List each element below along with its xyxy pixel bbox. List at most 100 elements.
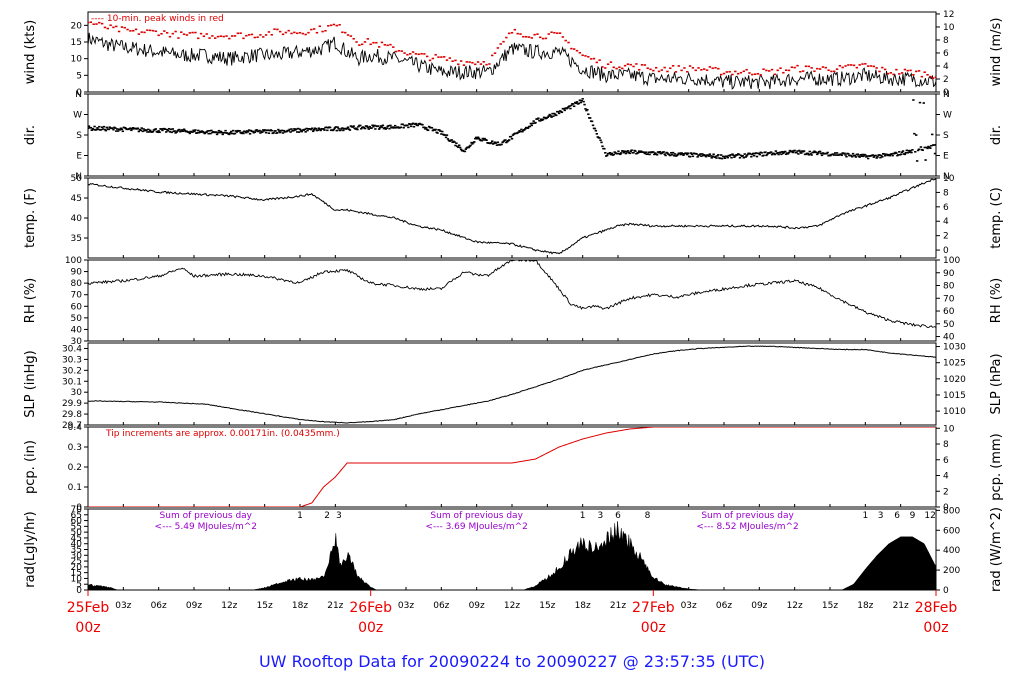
data-point-dir: [287, 129, 290, 132]
data-point-dir: [409, 123, 412, 126]
data-point-dir: [453, 141, 456, 143]
series-group: [88, 98, 936, 162]
data-point-wind: [895, 68, 898, 71]
data-point-dir: [196, 131, 199, 134]
data-point-wind: [406, 53, 409, 56]
left-tick-label: 0.1: [68, 483, 82, 493]
data-point-dir: [492, 142, 496, 145]
data-point-dir: [297, 131, 301, 133]
data-point-wind: [813, 70, 816, 73]
data-point-dir: [148, 129, 152, 132]
data-point-dir: [797, 153, 800, 155]
data-point-dir: [686, 152, 690, 155]
data-point-dir: [305, 127, 308, 130]
data-point-dir: [931, 133, 934, 136]
data-point-dir: [871, 154, 875, 156]
data-point-wind: [386, 44, 389, 47]
y-axis-label-right: dir.: [989, 125, 1004, 145]
data-point-dir: [658, 151, 662, 153]
x-tick-label: 18z: [857, 601, 873, 611]
data-point-dir: [253, 131, 256, 134]
data-point-dir: [691, 155, 695, 158]
data-point-dir: [907, 149, 910, 152]
data-point-wind: [360, 43, 364, 46]
data-point-dir: [345, 127, 349, 130]
data-point-dir: [306, 129, 309, 132]
left-tick-label: 20: [71, 21, 83, 31]
data-point-dir: [257, 130, 260, 133]
data-point-wind: [397, 49, 401, 52]
data-point-dir: [818, 150, 822, 153]
data-point-dir: [178, 128, 181, 131]
data-point-wind: [270, 33, 273, 36]
data-point-dir: [431, 129, 435, 132]
data-point-dir: [540, 118, 543, 121]
data-point-dir: [742, 156, 745, 159]
data-point-wind: [799, 70, 802, 73]
data-point-dir: [915, 134, 918, 136]
data-point-wind: [883, 68, 887, 71]
data-point-dir: [644, 151, 647, 154]
data-point-dir: [356, 128, 359, 131]
data-point-dir: [373, 124, 376, 127]
data-point-dir: [638, 151, 642, 153]
data-point-dir: [509, 135, 513, 138]
data-point-wind: [482, 61, 485, 63]
data-point-dir: [90, 129, 93, 131]
data-point-wind: [225, 35, 228, 37]
data-point-dir: [574, 102, 578, 105]
data-point-dir: [755, 155, 759, 158]
data-point-dir: [151, 130, 155, 133]
data-point-wind: [344, 31, 347, 34]
data-point-wind: [256, 36, 259, 39]
data-point-dir: [887, 153, 891, 156]
data-point-dir: [118, 129, 122, 131]
data-point-dir: [654, 152, 657, 154]
series-line-pcp: [88, 427, 936, 507]
data-point-wind: [129, 30, 132, 32]
right-tick-label: S: [943, 131, 949, 141]
data-point-wind: [736, 72, 740, 75]
data-point-dir: [673, 153, 677, 155]
data-point-dir: [632, 151, 635, 154]
data-point-dir: [806, 152, 810, 155]
data-point-dir: [246, 131, 250, 133]
data-point-dir: [579, 101, 582, 104]
data-point-dir: [779, 151, 782, 154]
data-point-wind: [801, 70, 805, 72]
data-point-dir: [458, 146, 462, 149]
data-point-dir: [719, 154, 723, 156]
data-point-wind: [875, 67, 878, 69]
right-tick-label: 100: [943, 256, 960, 266]
data-point-dir: [915, 160, 919, 162]
data-point-dir: [402, 126, 405, 129]
x-tick-label: 15z: [539, 601, 555, 611]
data-point-dir: [161, 129, 164, 132]
data-point-wind: [437, 56, 440, 58]
data-point-dir: [294, 129, 297, 131]
data-point-wind: [301, 32, 305, 35]
data-point-wind: [714, 66, 717, 69]
left-tick-label: 10: [71, 55, 83, 65]
data-point-dir: [363, 127, 367, 130]
data-point-dir: [242, 132, 245, 135]
data-point-dir: [393, 124, 397, 127]
data-point-wind: [341, 31, 344, 34]
left-tick-label: 40: [71, 325, 83, 335]
right-tick-label: 10: [943, 23, 955, 33]
data-point-dir: [784, 153, 788, 156]
y-axis-label-right: temp. (C): [989, 187, 1004, 249]
left-tick-label: 50: [71, 174, 83, 184]
data-point-dir: [782, 152, 785, 155]
data-point-dir: [120, 128, 124, 131]
data-point-dir: [312, 128, 316, 131]
data-point-dir: [259, 132, 262, 134]
data-point-wind: [462, 64, 466, 66]
data-point-wind: [776, 69, 779, 72]
data-point-dir: [228, 133, 231, 136]
data-point-dir: [528, 125, 532, 128]
data-point-wind: [233, 35, 237, 37]
y-axis-label-left: wind (kts): [23, 20, 38, 84]
data-point-dir: [230, 132, 234, 135]
data-point-dir: [96, 127, 99, 129]
